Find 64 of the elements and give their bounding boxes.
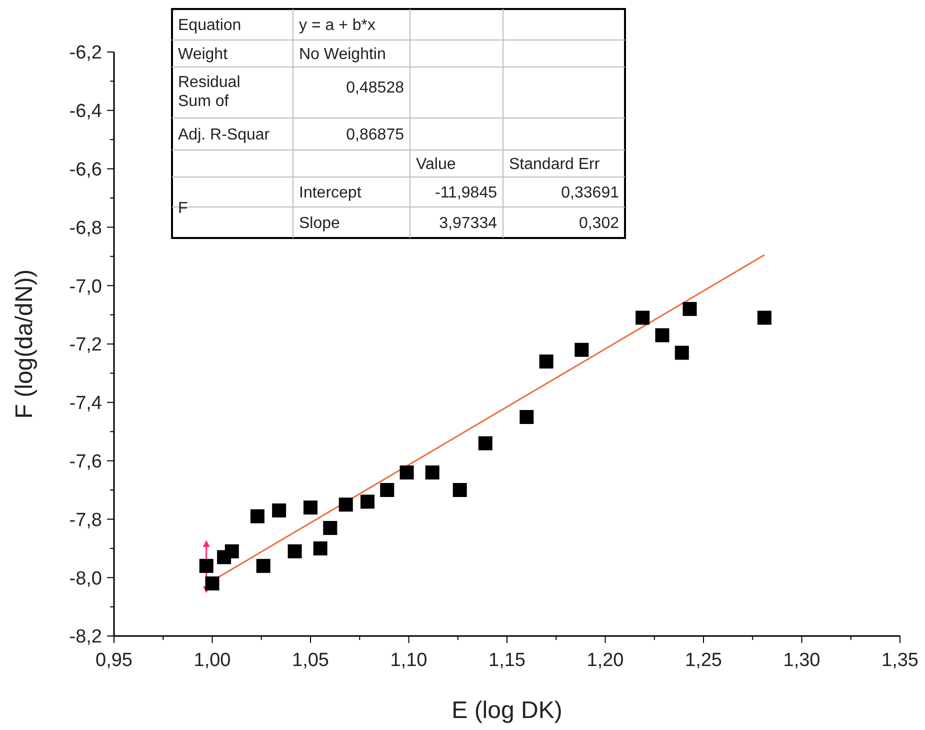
point (574, 342, 589, 357)
annotation: 0,48528 (346, 80, 404, 97)
point (452, 483, 467, 497)
y-tick-label: -7,4 (69, 393, 102, 414)
y-tick-label: -7,6 (69, 451, 102, 472)
point (636, 310, 650, 325)
y-tick-label: -6,8 (69, 218, 102, 239)
point (313, 541, 328, 556)
annotation: 0,86875 (346, 126, 404, 144)
annotation: Residual Sum of (178, 74, 240, 110)
point (425, 465, 440, 480)
x-tick-label: 1,00 (194, 650, 231, 671)
text: Equation (178, 17, 242, 34)
y-tick-label: -8,2 (69, 626, 102, 648)
x-tick-label: 1,05 (292, 650, 329, 671)
x-tick-label: 1,15 (488, 650, 526, 671)
x-axis-title: E (log DK) (452, 697, 562, 724)
y-tick-label: -6,2 (69, 42, 102, 64)
point (400, 465, 414, 480)
annotation: 0,302 (578, 215, 620, 232)
point (757, 310, 772, 325)
point (272, 503, 286, 518)
x-tick-label: 0,95 (96, 650, 132, 671)
point (256, 558, 270, 573)
point (520, 410, 534, 424)
annotation: Standard Err (509, 156, 600, 174)
annotation: Intercept (299, 184, 362, 202)
x-tick-label: 1,10 (390, 650, 428, 671)
annotation: Value (416, 156, 456, 174)
x-tick-label: 1,30 (783, 650, 820, 671)
point (250, 509, 264, 524)
point (288, 544, 302, 558)
point (682, 302, 697, 316)
point (304, 500, 318, 515)
annotation: No Weightin (299, 46, 386, 64)
point (655, 328, 670, 342)
x-tick-label: 1,25 (685, 650, 722, 671)
y-tick-label: -7,0 (69, 276, 102, 298)
point (380, 483, 394, 497)
annotation: Adj. R-Squar (178, 126, 270, 144)
annotation: -11,9845 (435, 184, 498, 202)
y-tick-label: -7,2 (69, 334, 102, 356)
point (205, 576, 220, 590)
point (360, 494, 374, 509)
y-axis-title: F (log(da/dN)) (11, 269, 38, 419)
y-tick-label: -8,0 (69, 568, 102, 590)
annotation: 3,97334 (439, 215, 498, 232)
y-tick-label: -6,4 (69, 101, 102, 122)
annotation: 0,33691 (561, 184, 620, 202)
point (478, 436, 492, 450)
point (674, 346, 689, 360)
annotation: F (178, 200, 188, 218)
text: y = a + b*x (299, 17, 376, 34)
point (539, 354, 554, 369)
annotation: Weight (178, 46, 228, 64)
annotation: Slope (299, 215, 340, 232)
x-tick-label: 1,20 (586, 650, 624, 671)
y-tick-label: -6,6 (69, 159, 102, 180)
y-tick-label: -7,8 (69, 510, 102, 531)
point (323, 520, 338, 535)
point (199, 558, 214, 573)
point (338, 498, 353, 512)
point (224, 544, 239, 558)
x-tick-label: 1,35 (882, 650, 918, 671)
